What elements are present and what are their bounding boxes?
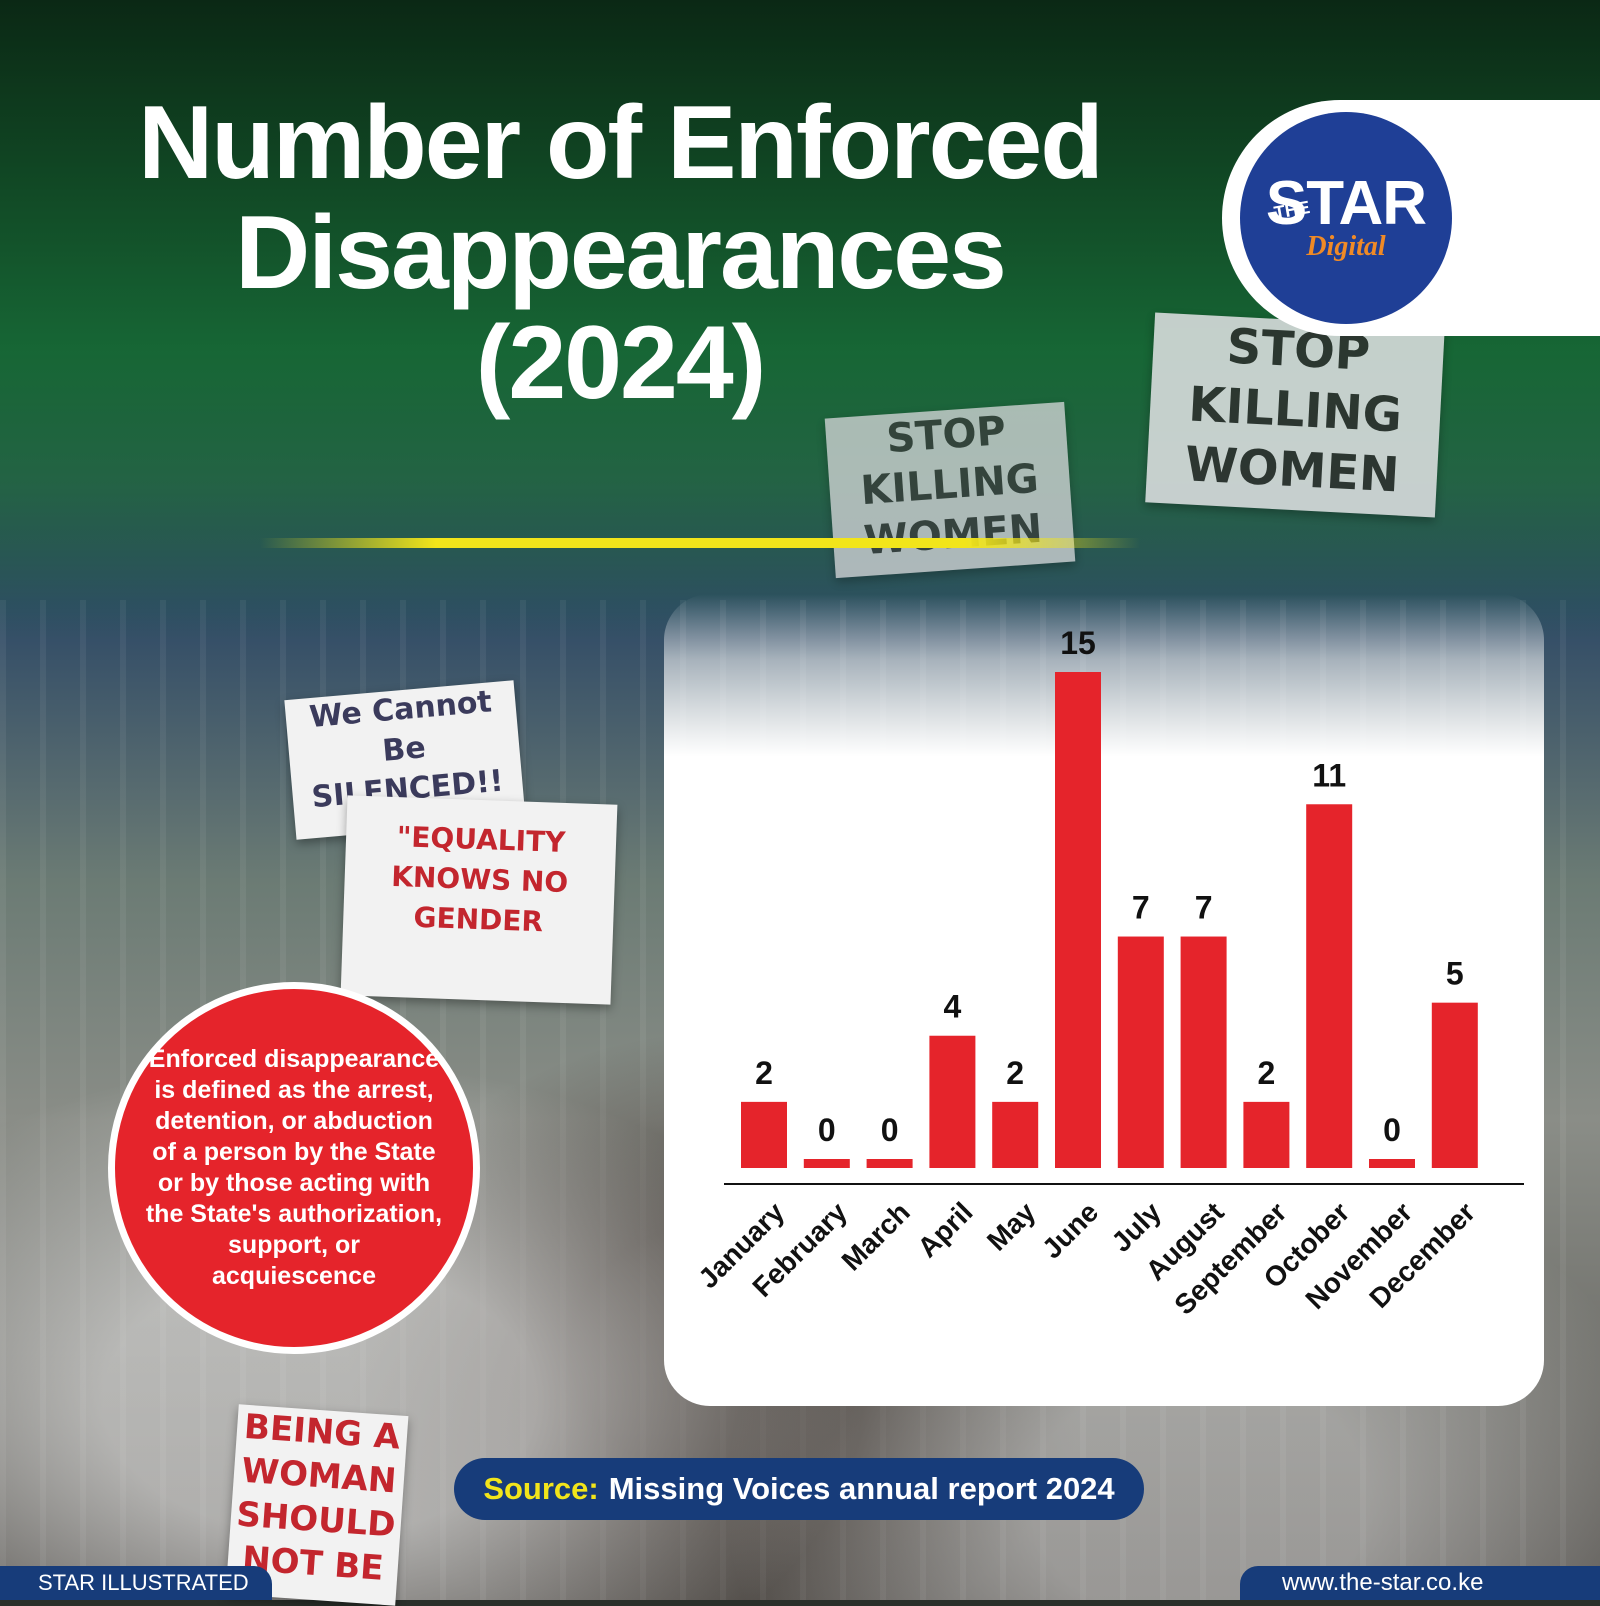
logo-star-text: STAR bbox=[1265, 168, 1427, 238]
bar-chart: 2January0February0March4April2May15June7… bbox=[692, 625, 1524, 1321]
protest-sign-stop-killing-women-1: STOP KILLING WOMEN bbox=[824, 401, 1076, 579]
definition-text: Enforced disappearance is defined as the… bbox=[145, 1045, 443, 1290]
source-pill: Source: Missing Voices annual report 202… bbox=[454, 1458, 1144, 1520]
value-label-august: 7 bbox=[1195, 890, 1213, 926]
footer-website-link[interactable]: www.the-star.co.ke bbox=[1240, 1566, 1600, 1600]
title-line-2: Disappearances bbox=[235, 195, 1007, 311]
value-label-june: 15 bbox=[1060, 625, 1096, 661]
category-label-march: March bbox=[836, 1196, 916, 1276]
bar-december bbox=[1431, 1002, 1478, 1168]
bar-march bbox=[866, 1159, 913, 1168]
protest-sign-stop-killing-women-2: STOP KILLING WOMEN bbox=[1145, 312, 1445, 518]
protest-sign-equality-knows-no-gender: "EQUALITY KNOWS NO GENDER bbox=[340, 795, 618, 1005]
source-text: Missing Voices annual report 2024 bbox=[608, 1471, 1115, 1506]
value-label-december: 5 bbox=[1446, 956, 1464, 992]
value-label-february: 0 bbox=[818, 1112, 836, 1148]
bar-february bbox=[803, 1159, 850, 1168]
value-label-january: 2 bbox=[755, 1055, 773, 1091]
category-label-may: May bbox=[981, 1196, 1042, 1257]
bar-april bbox=[929, 1035, 976, 1168]
bar-january bbox=[741, 1101, 787, 1168]
the-star-digital-logo: THE STAR Digital bbox=[1240, 112, 1452, 324]
value-label-july: 7 bbox=[1132, 890, 1150, 926]
bar-september bbox=[1243, 1101, 1290, 1168]
chart-card bbox=[664, 594, 1544, 1406]
title-line-1: Number of Enforced bbox=[138, 85, 1104, 201]
footer-credit: STAR ILLUSTRATED bbox=[0, 1566, 272, 1600]
value-label-march: 0 bbox=[881, 1112, 899, 1148]
value-label-october: 11 bbox=[1312, 757, 1346, 793]
title-line-3: (2024) bbox=[475, 305, 767, 421]
bar-august bbox=[1180, 936, 1227, 1168]
value-label-may: 2 bbox=[1006, 1055, 1024, 1091]
value-label-november: 0 bbox=[1383, 1112, 1401, 1148]
page-title: Number of Enforced Disappearances (2024) bbox=[60, 88, 1180, 418]
bar-june bbox=[1055, 672, 1101, 1168]
definition-circle: Enforced disappearance is defined as the… bbox=[108, 982, 480, 1354]
source-label: Source: bbox=[483, 1471, 599, 1506]
category-label-april: April bbox=[912, 1196, 979, 1263]
value-label-september: 2 bbox=[1258, 1055, 1276, 1091]
bar-may bbox=[992, 1101, 1039, 1168]
bar-october bbox=[1306, 804, 1353, 1168]
bar-november bbox=[1369, 1159, 1415, 1168]
category-label-june: June bbox=[1036, 1196, 1104, 1264]
value-label-april: 4 bbox=[944, 989, 962, 1025]
logo-digital-text: Digital bbox=[1306, 230, 1386, 262]
bar-july bbox=[1117, 936, 1164, 1168]
yellow-divider bbox=[260, 538, 1140, 548]
